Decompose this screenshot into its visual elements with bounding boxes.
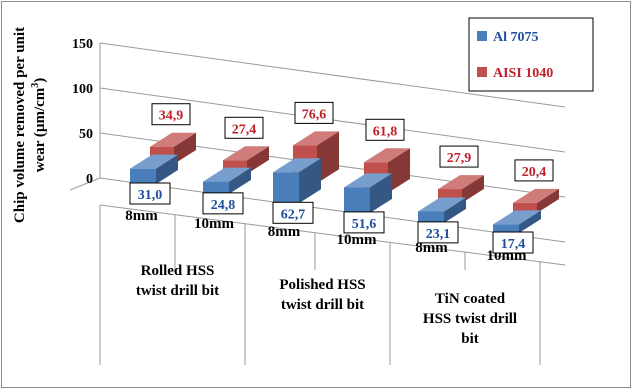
bar-al7075-top — [203, 167, 251, 182]
bar-aisi1040-top — [293, 131, 339, 146]
data-label-box — [202, 192, 244, 215]
bar-al7075-side — [229, 167, 251, 194]
data-label-al7075: 24,8 — [211, 198, 236, 213]
bar-aisi1040-top — [364, 148, 410, 163]
data-label-box — [417, 221, 459, 244]
bar-aisi1040-top — [513, 188, 559, 203]
y-tick-label: 100 — [72, 82, 93, 97]
y-axis-unit-superscript: 3 — [30, 83, 41, 88]
bar-al7075-front — [418, 211, 444, 223]
x-subcategory-label: 8mm — [415, 240, 448, 256]
bar-al7075-top — [344, 173, 392, 188]
data-label-aisi1040: 27,4 — [232, 122, 257, 137]
bar-al7075-side — [519, 210, 541, 234]
x-group-label: twist drill bit — [136, 283, 219, 299]
bar-aisi1040-top — [150, 132, 196, 147]
bar-al7075-top — [493, 210, 541, 225]
bar-aisi1040-side — [388, 148, 410, 193]
bar-al7075-front — [273, 172, 299, 204]
bar-al7075-top — [418, 197, 466, 212]
bar-al7075 — [273, 158, 321, 204]
data-label-box — [224, 116, 264, 139]
legend: Al 7075 AISI 1040 — [468, 17, 594, 92]
x-group-label: Rolled HSS — [141, 263, 215, 279]
x-group-label: twist drill bit — [281, 297, 364, 313]
x-group-label: HSS twist drill — [423, 311, 517, 327]
x-subcategory-label: 10mm — [194, 216, 234, 232]
data-label-box — [294, 101, 334, 124]
bar-aisi1040-side — [317, 131, 339, 184]
data-label-al7075: 62,7 — [281, 207, 306, 222]
bar-al7075 — [493, 210, 541, 234]
bar-al7075-top — [130, 154, 178, 169]
legend-swatch-al7075 — [477, 31, 487, 41]
x-subcategory-label: 8mm — [268, 224, 301, 240]
bar-al7075-top — [273, 158, 321, 173]
data-label-box — [151, 103, 191, 126]
bar-aisi1040-side — [174, 132, 196, 164]
bar-aisi1040-top — [223, 146, 269, 161]
bar-aisi1040-side — [247, 146, 269, 174]
x-group-label: TiN coated — [435, 291, 506, 307]
legend-box — [468, 17, 594, 92]
bar-aisi1040-side — [537, 188, 559, 214]
bar-al7075-front — [344, 187, 370, 213]
bar-al7075 — [418, 197, 466, 223]
data-label-aisi1040: 27,9 — [447, 151, 472, 166]
floor-front-edge — [99, 204, 566, 266]
y-tick-label: 0 — [86, 172, 93, 187]
data-label-aisi1040: 34,9 — [159, 109, 184, 124]
data-label-al7075: 51,6 — [352, 217, 377, 232]
data-label-al7075: 17,4 — [501, 237, 526, 252]
data-label-aisi1040: 76,6 — [302, 107, 327, 122]
y-axis-unit-prefix: wear (µm/cm — [32, 87, 48, 172]
bar-aisi1040 — [513, 188, 559, 214]
floor-left-edge — [69, 177, 101, 191]
y-tick-label: 150 — [72, 37, 93, 52]
y-axis-unit-suffix: ) — [32, 78, 48, 83]
data-label-box — [439, 145, 479, 168]
bar-al7075 — [130, 154, 178, 184]
legend-label-al7075: Al 7075 — [493, 30, 539, 45]
data-label-box — [129, 182, 171, 205]
data-label-box — [272, 201, 314, 224]
data-label-box — [514, 159, 554, 182]
y-tick-label: 50 — [79, 127, 93, 142]
data-label-box — [343, 211, 385, 234]
y-axis-label: Chip volume removed per unit wear (µm/cm… — [12, 27, 48, 223]
bar-al7075-side — [444, 197, 466, 223]
bars-layer — [130, 131, 559, 234]
data-labels-layer: 34,9 31,0 27,4 24,8 76,6 62,7 61,8 51,6 27,9 23,1… — [129, 101, 554, 254]
data-label-al7075: 31,0 — [138, 188, 163, 203]
y-axis-title-line2: wear (µm/cm3) — [30, 78, 48, 173]
bar-aisi1040-side — [462, 175, 484, 203]
y-axis-ticks: 0 50 100 150 — [72, 37, 93, 187]
bar-al7075-front — [493, 224, 519, 234]
data-label-box — [365, 118, 405, 141]
x-subcategory-label: 8mm — [125, 208, 158, 224]
bar-al7075-front — [203, 181, 229, 194]
x-group-label: bit — [461, 331, 479, 347]
data-label-al7075: 23,1 — [426, 227, 451, 242]
x-subcategory-label: 10mm — [337, 232, 377, 248]
bar-al7075-front — [130, 168, 156, 184]
gridline-0 — [99, 177, 566, 243]
legend-label-aisi1040: AISI 1040 — [493, 66, 553, 81]
bar-al7075 — [344, 173, 392, 213]
bar-al7075 — [203, 167, 251, 194]
bar-al7075-side — [370, 173, 392, 213]
bar-al7075-side — [299, 158, 321, 204]
data-label-aisi1040: 20,4 — [522, 165, 547, 180]
bar-aisi1040-front — [513, 202, 537, 214]
x-group-label: Polished HSS — [279, 277, 365, 293]
legend-swatch-aisi1040 — [477, 67, 487, 77]
y-axis-title-line1: Chip volume removed per unit — [12, 27, 28, 223]
bar-aisi1040-top — [438, 175, 484, 190]
data-label-box — [492, 231, 534, 254]
data-label-aisi1040: 61,8 — [373, 124, 398, 139]
bar-al7075-side — [156, 154, 178, 184]
gridline-150 — [99, 42, 566, 108]
